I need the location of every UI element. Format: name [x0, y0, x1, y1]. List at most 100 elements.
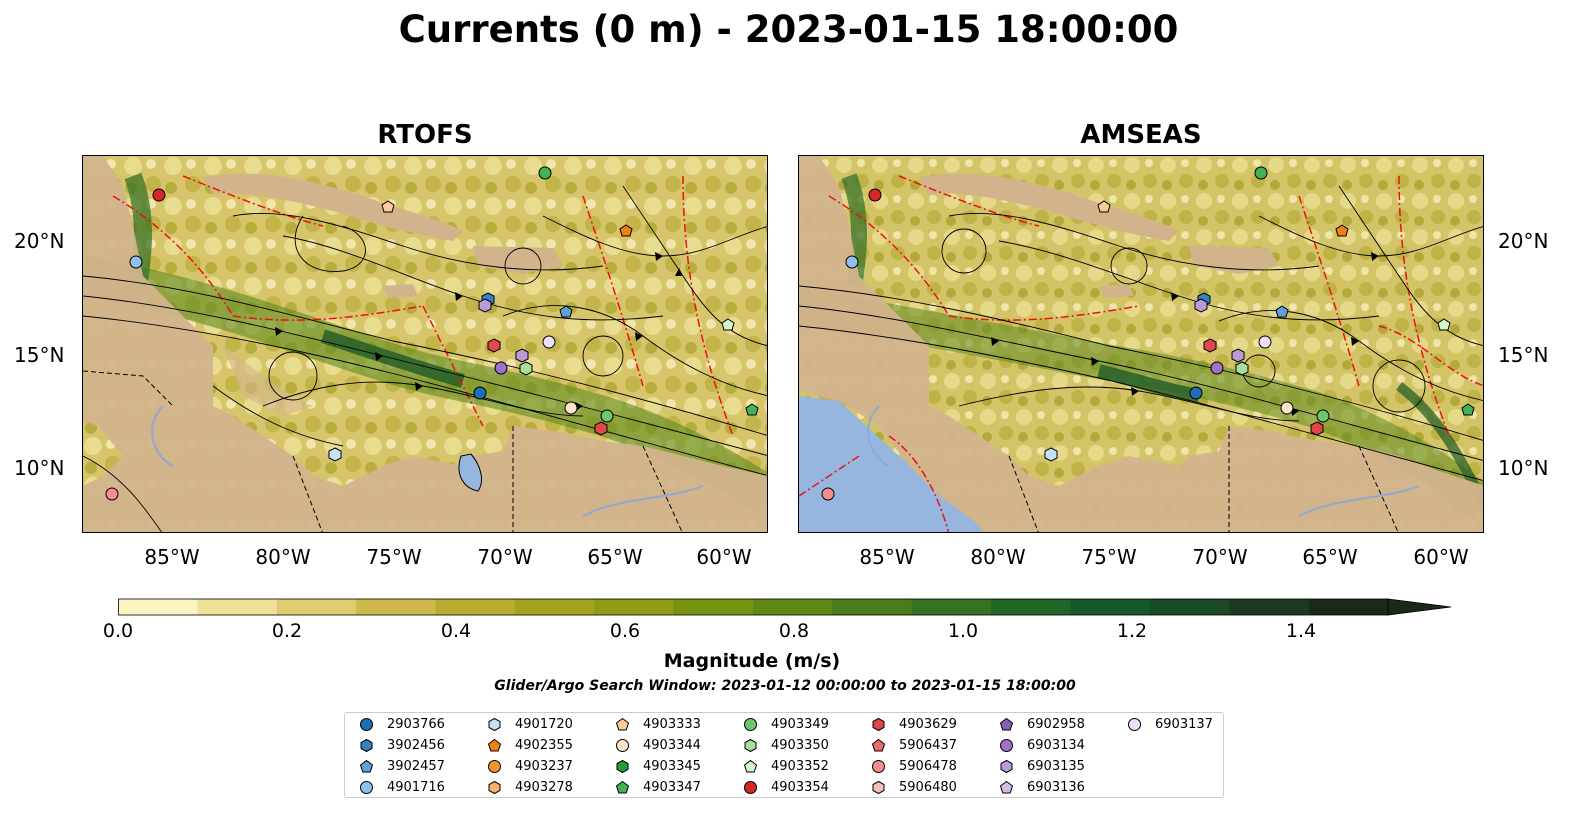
legend-item-label: 4903629 — [899, 717, 957, 732]
lat-label-left-15n: 15°N — [14, 343, 65, 367]
colorbar-tick: 0.8 — [778, 620, 810, 642]
legend-item-label: 5906478 — [899, 759, 957, 774]
legend-marker-pentagon-icon — [615, 717, 630, 731]
lon-label-amseas-85w: 85°W — [859, 545, 915, 569]
colorbar-outline — [118, 598, 1389, 616]
legend-marker-pentagon-icon — [487, 738, 502, 752]
map-rtofs-canvas — [83, 156, 767, 532]
lat-label-right-20n: 20°N — [1498, 229, 1549, 253]
colorbar-label: Magnitude (m/s) — [663, 650, 841, 672]
legend-item: 4903354 — [743, 779, 863, 797]
legend-item: 5906437 — [871, 737, 991, 755]
legend-item: 3902457 — [359, 758, 479, 776]
legend-item-label: 6903135 — [1027, 759, 1085, 774]
legend-marker-pentagon-icon — [871, 738, 886, 752]
colorbar-segment — [1149, 599, 1230, 615]
legend-item-label: 6903136 — [1027, 780, 1085, 795]
legend-item: 4903349 — [743, 716, 863, 734]
lat-label-left-10n: 10°N — [14, 456, 65, 480]
lon-label-amseas-80w: 80°W — [970, 545, 1026, 569]
search-window-note: Glider/Argo Search Window: 2023-01-12 00… — [494, 678, 1076, 694]
legend-item: 2903766 — [359, 716, 479, 734]
legend-marker-hexagon-icon — [616, 759, 629, 774]
lon-label-amseas-70w: 70°W — [1192, 545, 1248, 569]
legend-marker-hexagon-icon — [872, 780, 885, 795]
lon-label-rtofs-60w: 60°W — [696, 545, 752, 569]
colorbar-segment — [276, 599, 357, 615]
colorbar-segment — [197, 599, 278, 615]
colorbar-segment — [356, 599, 436, 615]
lon-label-rtofs-75w: 75°W — [366, 545, 422, 569]
legend-item: 6903135 — [999, 758, 1119, 776]
legend-marker-hexagon-icon — [488, 717, 501, 732]
legend-item-label: 4901720 — [515, 717, 573, 732]
panel-title-amseas: AMSEAS — [1080, 120, 1202, 150]
legend-marker-circle-icon — [360, 781, 373, 794]
legend-item: 4903278 — [487, 779, 607, 797]
legend-item-label: 4903349 — [771, 717, 829, 732]
legend-item-label: 4903278 — [515, 780, 573, 795]
colorbar-segment — [594, 599, 675, 615]
legend-marker-hexagon-icon — [872, 717, 885, 732]
legend-item: 4901720 — [487, 716, 607, 734]
float-legend: 2903766 3902456 3902457 4901716 4901720 49023… — [344, 712, 1224, 798]
legend-marker-circle-icon — [744, 781, 757, 794]
legend-marker-hexagon-icon — [360, 738, 373, 753]
colorbar-segment — [1229, 599, 1310, 615]
legend-item-label: 4903344 — [643, 738, 701, 753]
colorbar-tick: 1.2 — [1116, 620, 1148, 642]
colorbar-segment — [1070, 599, 1151, 615]
legend-item-label: 3902456 — [387, 738, 445, 753]
legend-item-label: 3902457 — [387, 759, 445, 774]
legend-marker-hexagon-icon — [488, 780, 501, 795]
lat-label-right-10n: 10°N — [1498, 456, 1549, 480]
legend-item-label: 6903134 — [1027, 738, 1085, 753]
colorbar-segment — [753, 599, 833, 615]
lon-label-rtofs-85w: 85°W — [144, 545, 200, 569]
colorbar-tick: 0.2 — [271, 620, 303, 642]
colorbar-tick: 0.4 — [440, 620, 472, 642]
colorbar-tick: 0.6 — [609, 620, 641, 642]
legend-marker-circle-icon — [488, 760, 501, 773]
legend-marker-pentagon-icon — [999, 717, 1014, 731]
legend-item-label: 4903237 — [515, 759, 573, 774]
legend-marker-pentagon-icon — [999, 780, 1014, 794]
legend-item-label: 4903354 — [771, 780, 829, 795]
map-amseas-canvas — [799, 156, 1483, 532]
colorbar-segment — [1308, 599, 1389, 615]
colorbar-segment — [673, 599, 754, 615]
map-amseas[interactable] — [798, 155, 1484, 533]
figure-title: Currents (0 m) - 2023-01-15 18:00:00 — [398, 8, 1179, 51]
colorbar-segment — [118, 599, 198, 615]
lon-label-rtofs-70w: 70°W — [477, 545, 533, 569]
colorbar-segment — [832, 599, 913, 615]
legend-item: 4903629 — [871, 716, 991, 734]
legend-item-label: 4903345 — [643, 759, 701, 774]
legend-item: 5906478 — [871, 758, 991, 776]
colorbar-scale — [118, 598, 1452, 616]
legend-item: 6903136 — [999, 779, 1119, 797]
colorbar-segment — [991, 599, 1071, 615]
legend-marker-pentagon-icon — [743, 759, 758, 773]
legend-item-label: 4902355 — [515, 738, 573, 753]
lon-label-amseas-75w: 75°W — [1081, 545, 1137, 569]
lat-label-left-20n: 20°N — [14, 229, 65, 253]
legend-item: 4903345 — [615, 758, 735, 776]
legend-item: 4903333 — [615, 716, 735, 734]
legend-item: 4903352 — [743, 758, 863, 776]
legend-item-label: 2903766 — [387, 717, 445, 732]
legend-item: 4903237 — [487, 758, 607, 776]
legend-item: 5906480 — [871, 779, 991, 797]
legend-marker-circle-icon — [1000, 739, 1013, 752]
legend-marker-hexagon-icon — [1000, 759, 1013, 774]
panel-title-rtofs: RTOFS — [377, 120, 473, 150]
colorbar-segment — [911, 599, 992, 615]
map-rtofs[interactable] — [82, 155, 768, 533]
legend-item-label: 4903333 — [643, 717, 701, 732]
lon-label-amseas-60w: 60°W — [1413, 545, 1469, 569]
colorbar — [118, 596, 1452, 618]
lon-label-amseas-65w: 65°W — [1302, 545, 1358, 569]
legend-item-label: 5906437 — [899, 738, 957, 753]
legend-item-label: 5906480 — [899, 780, 957, 795]
legend-item-label: 4901716 — [387, 780, 445, 795]
